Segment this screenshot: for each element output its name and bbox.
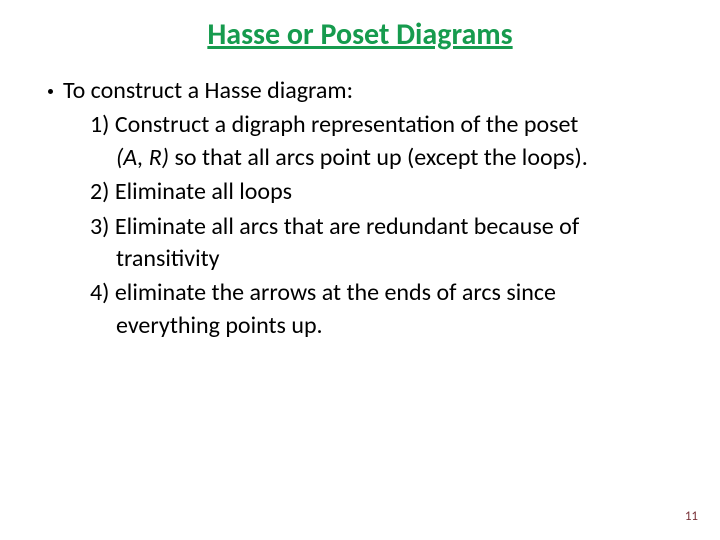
step-4-line2: everything points up. [90, 310, 684, 342]
step-1-italic: (A, R) [116, 143, 169, 172]
steps-list: 1) Construct a digraph representation of… [48, 109, 684, 342]
step-1-rest: so that all arcs point up (except the lo… [169, 143, 588, 172]
bullet-row: To construct a Hasse diagram: [48, 75, 684, 107]
bullet-lead-text: To construct a Hasse diagram: [63, 75, 353, 107]
step-4-line1: 4) eliminate the arrows at the ends of a… [90, 277, 684, 309]
step-3-line1: 3) Eliminate all arcs that are redundant… [90, 211, 684, 243]
step-1-line1: 1) Construct a digraph representation of… [90, 109, 684, 141]
slide: Hasse or Poset Diagrams To construct a H… [0, 0, 720, 540]
step-3-line2: transitivity [90, 243, 684, 275]
slide-body: To construct a Hasse diagram: 1) Constru… [36, 75, 684, 342]
step-2: 2) Eliminate all loops [90, 176, 684, 208]
bullet-dot-icon [48, 89, 53, 94]
page-number: 11 [685, 509, 698, 524]
step-1-line2: (A, R) so that all arcs point up (except… [90, 142, 684, 174]
slide-title: Hasse or Poset Diagrams [36, 18, 684, 51]
